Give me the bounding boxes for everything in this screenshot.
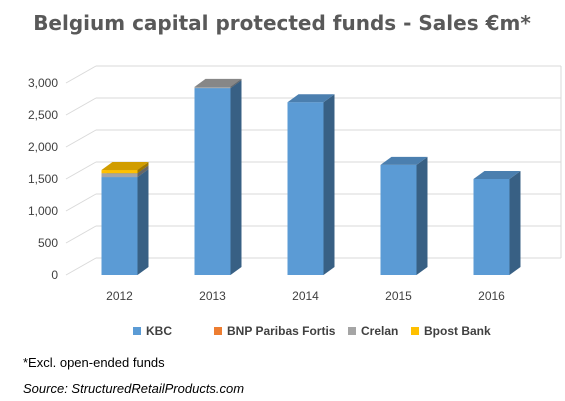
chart-title: Belgium capital protected funds - Sales …: [33, 11, 531, 35]
bars: [101, 78, 521, 276]
y-tick-label: 1,000: [28, 204, 58, 218]
x-tick-label: 2015: [385, 289, 412, 303]
legend-label: Bpost Bank: [424, 324, 491, 338]
legend-swatch: [348, 327, 356, 335]
gridline-connector: [65, 161, 97, 180]
bar-2014-kbc: [287, 94, 335, 275]
legend-item-crelan: Crelan: [348, 324, 398, 338]
y-tick-label: 2,500: [28, 108, 58, 122]
y-tick-label: 500: [38, 236, 58, 250]
legend-swatch: [214, 327, 222, 335]
x-tick-label: 2013: [199, 289, 226, 303]
gridline-connector: [65, 65, 97, 84]
legend-label: KBC: [146, 324, 172, 338]
source-note: Source: StructuredRetailProducts.com: [23, 381, 245, 396]
bar-2013-crelan: [194, 78, 242, 89]
legend-label: BNP Paribas Fortis: [227, 324, 336, 338]
bar-2012-kbc: [101, 169, 149, 275]
legend: KBC BNP Paribas Fortis Crelan Bpost Bank: [133, 324, 491, 338]
legend-swatch: [133, 327, 141, 335]
y-axis: 0 500 1,000 1,500 2,000 2,500 3,000: [28, 76, 58, 282]
gridline-connector: [65, 193, 97, 212]
y-tick-label: 0: [51, 268, 58, 282]
legend-swatch: [411, 327, 419, 335]
bar-2015-kbc: [380, 156, 428, 275]
bar-2013-kbc: [194, 80, 242, 276]
x-tick-label: 2012: [106, 289, 133, 303]
bar-2012-bpost-bank: [101, 162, 149, 174]
legend-item-bpost-bank: Bpost Bank: [411, 324, 491, 338]
gridline-connector: [65, 225, 97, 244]
gridline-connector: [65, 97, 97, 116]
gridline-connector: [65, 257, 97, 276]
footnote: *Excl. open-ended funds: [23, 355, 165, 370]
x-tick-label: 2014: [292, 289, 319, 303]
y-tick-label: 2,000: [28, 140, 58, 154]
legend-item-bnp-paribas-fortis: BNP Paribas Fortis: [214, 324, 336, 338]
legend-item-kbc: KBC: [133, 324, 172, 338]
x-axis: 2012 2013 2014 2015 2016: [106, 289, 505, 303]
x-tick-label: 2016: [478, 289, 505, 303]
gridline-connector: [65, 129, 97, 148]
y-tick-label: 1,500: [28, 172, 58, 186]
legend-label: Crelan: [361, 324, 398, 338]
bar-2016-kbc: [473, 171, 521, 275]
y-tick-label: 3,000: [28, 76, 58, 90]
